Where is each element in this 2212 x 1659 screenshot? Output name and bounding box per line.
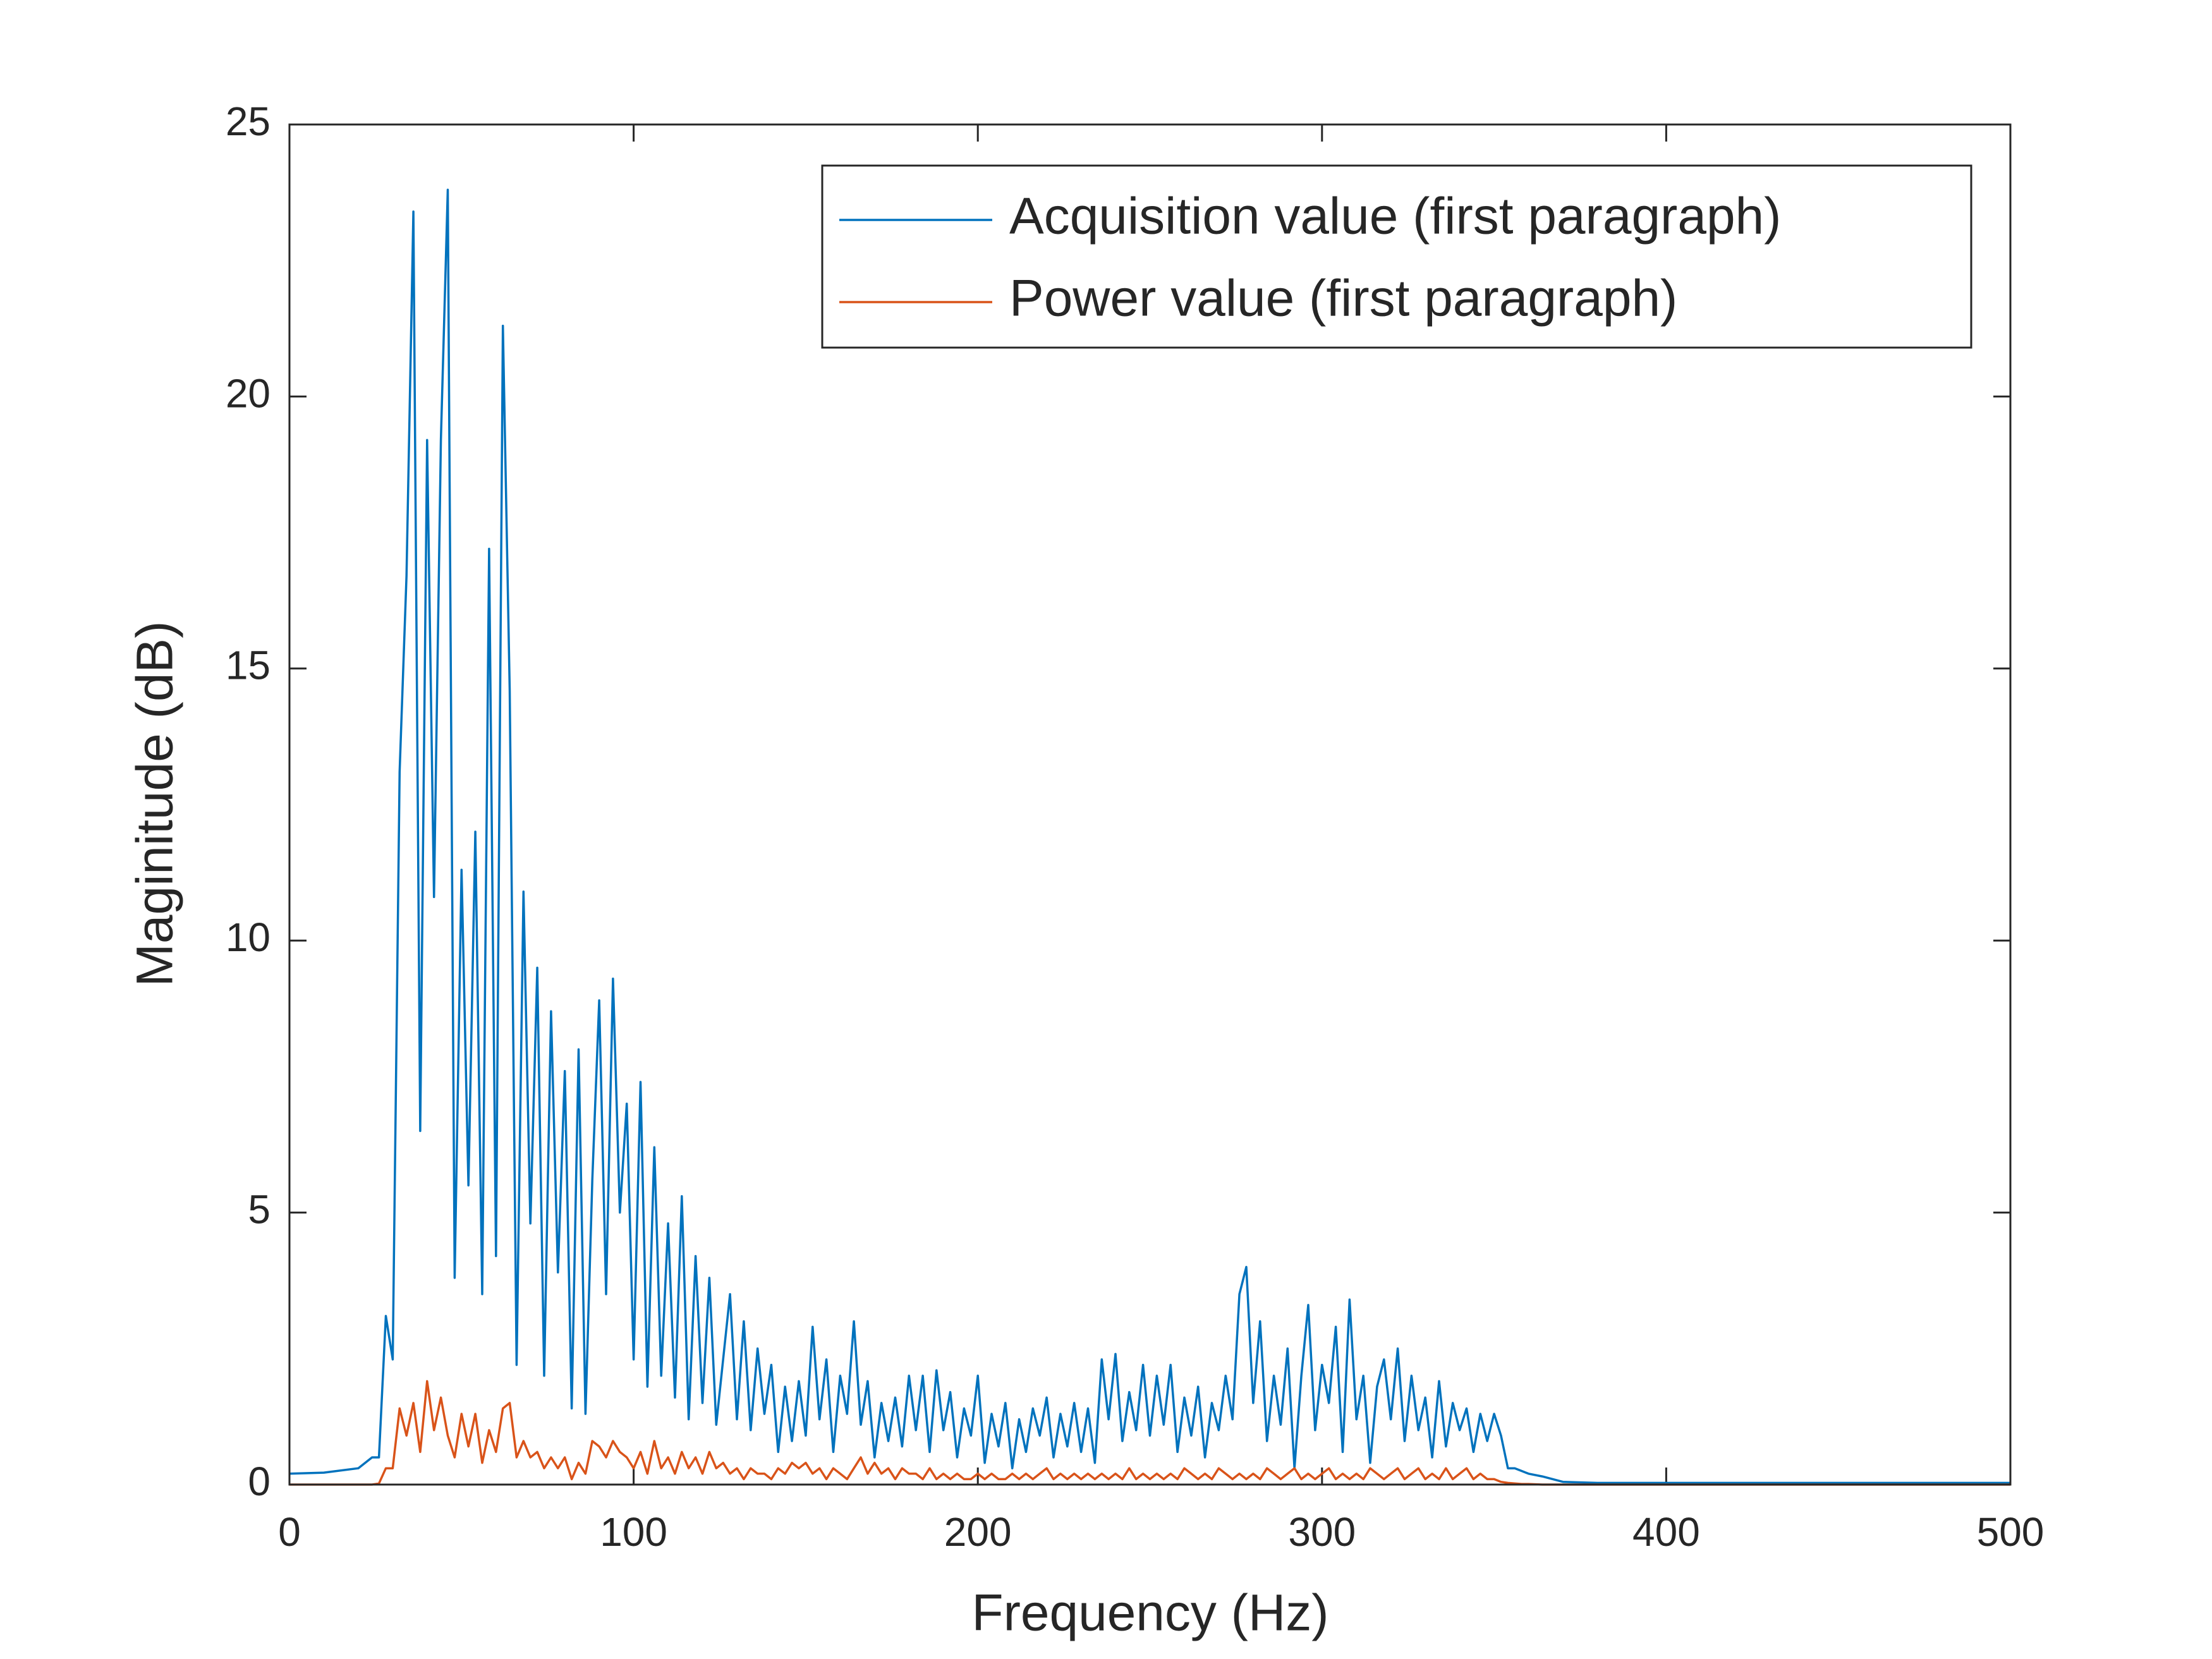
y-tick-label: 15: [226, 643, 270, 688]
x-tick-label: 100: [600, 1509, 667, 1555]
x-tick-label: 300: [1288, 1509, 1356, 1555]
x-tick-label: 400: [1632, 1509, 1700, 1555]
legend-label: Power value (first paragraph): [1009, 270, 1677, 327]
y-tick-label: 0: [248, 1459, 270, 1504]
data-line: [289, 1380, 2010, 1486]
y-tick-label: 25: [226, 99, 270, 144]
data-line: [289, 188, 2010, 1485]
x-tick-label: 500: [1977, 1509, 2045, 1555]
y-tick-label: 10: [226, 915, 270, 960]
x-tick-label: 200: [944, 1509, 1012, 1555]
legend-box: [821, 164, 1972, 349]
y-axis-label: Maginitude (dB): [126, 621, 184, 987]
y-tick-label: 20: [226, 370, 270, 416]
x-axis-label: Frequency (Hz): [971, 1584, 1328, 1642]
x-tick-label: 0: [278, 1509, 301, 1555]
axes-box: [288, 123, 2012, 1486]
legend-label: Acquisition value (first paragraph): [1009, 188, 1781, 245]
y-tick-label: 5: [248, 1187, 270, 1232]
